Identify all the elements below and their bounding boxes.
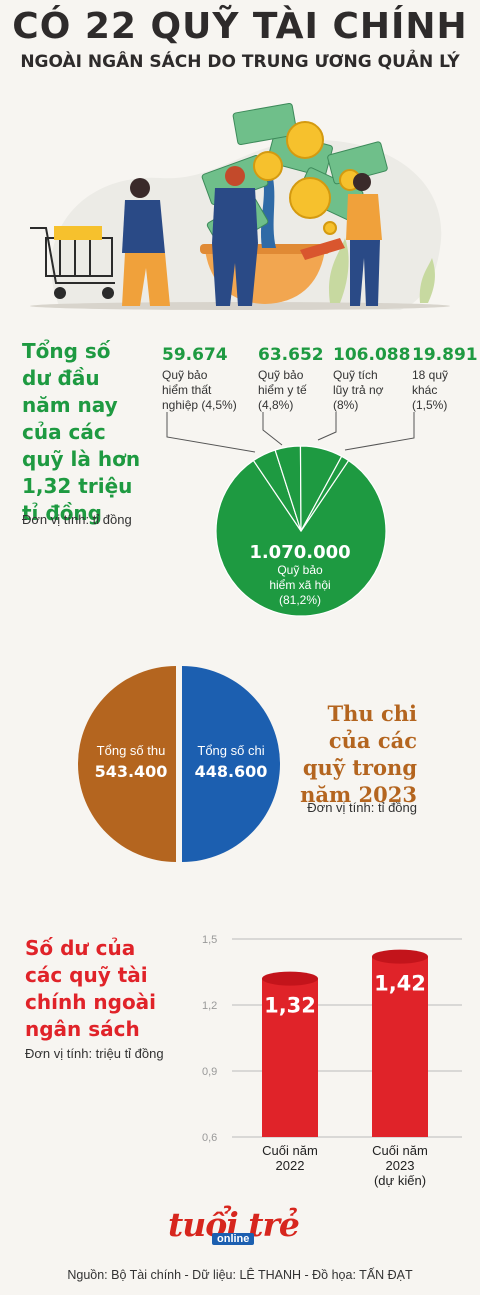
fund-label-line: (1,5%) <box>412 398 448 412</box>
section1-title-line: quỹ là hơn <box>22 447 141 471</box>
section2-title-line: năm 2023 <box>300 782 417 807</box>
fund-label-line: nghiệp (4,5%) <box>162 398 237 412</box>
x-category-label: (dự kiến) <box>374 1173 426 1188</box>
fund-label-line: Quỹ tích <box>333 368 378 382</box>
section3-unit: Đơn vị tính: triệu tỉ đồng <box>25 1046 164 1061</box>
x-category-label: Cuối năm <box>262 1143 318 1158</box>
section1-title-line: Tổng số <box>22 339 111 363</box>
fund-label-line: khác <box>412 383 438 397</box>
section1-title-line: của các <box>22 420 106 444</box>
section2-title-line: quỹ trong <box>302 755 417 780</box>
y-tick-label: 0,6 <box>202 1132 217 1144</box>
section2-title-line: của các <box>328 728 417 753</box>
pie1-slice <box>300 455 350 532</box>
section2-pie-chart <box>78 666 280 862</box>
expense-value: 448.600 <box>194 762 268 781</box>
fund-label-line: hiểm y tế <box>258 383 307 397</box>
x-category-label: Cuối năm <box>372 1143 428 1158</box>
fund-item: 59.674 Quỹ bảo hiểm thất nghiệp (4,5%) <box>162 345 237 413</box>
tuoi-tre-logo: tuổi trẻ online <box>168 1205 312 1251</box>
section3-title: Số dư của các quỹ tài chính ngoài ngân sách <box>25 935 205 1043</box>
fund-item: 106.088 Quỹ tích lũy trả nợ (8%) <box>333 345 410 413</box>
y-tick-label: 0,9 <box>202 1066 217 1078</box>
section3-title-line: ngân sách <box>25 1017 140 1041</box>
fund-label-line: lũy trả nợ <box>333 383 384 397</box>
bar <box>262 978 318 1137</box>
section1-title: Tổng số dư đầu năm nay của các quỹ là hơn 1,3… <box>22 338 182 527</box>
section1-title-line: 1,32 triệu <box>22 474 133 498</box>
fund-label-line: (8%) <box>333 398 359 412</box>
section1-pie-chart <box>215 445 387 617</box>
fund-value: 63.652 <box>258 345 324 365</box>
fund-label-line: Quỹ bảo <box>258 368 304 382</box>
source-credit: Nguồn: Bộ Tài chính - Dữ liệu: LÊ THANH … <box>67 1268 413 1282</box>
income-value: 543.400 <box>94 762 168 781</box>
fund-label-line: Quỹ bảo <box>162 368 208 382</box>
section1-title-line: tỉ đồng <box>22 501 102 525</box>
section2-unit: Đơn vị tính: tỉ đồng <box>307 800 417 815</box>
y-tick-label: 1,2 <box>202 1000 217 1012</box>
pie1-slice <box>215 459 387 617</box>
fund-item: 19.891 18 quỹ khác (1,5%) <box>412 345 478 413</box>
pie2-slice-income <box>78 666 176 862</box>
logo-sub: online <box>212 1233 255 1245</box>
page-subtitle: NGOÀI NGÂN SÁCH DO TRUNG ƯƠNG QUẢN LÝ <box>20 52 460 72</box>
section1-title-line: năm nay <box>22 393 118 417</box>
bar-top <box>262 971 318 986</box>
fund-label-line: hiểm thất <box>162 383 212 397</box>
fund-label: Quỹ bảo hiểm y tế (4,8%) <box>258 368 324 413</box>
bar-value-label: 1,32 <box>264 994 316 1018</box>
section3-title-line: chính ngoài <box>25 990 157 1014</box>
bar <box>372 956 428 1137</box>
pie1-main-label-line: (81,2%) <box>278 593 322 607</box>
section3-title-line: các quỹ tài <box>25 963 148 987</box>
y-tick-label: 1,5 <box>202 934 217 946</box>
x-category-label: 2022 <box>276 1158 305 1173</box>
section1-unit: Đơn vị tính: tỉ đồng <box>22 512 132 527</box>
expense-label: Tổng số chi <box>197 743 265 758</box>
pie1-main-value: 1.070.000 <box>249 542 351 563</box>
fund-value: 106.088 <box>333 345 411 365</box>
illustration-money-tree <box>30 103 450 310</box>
section2-title-line: Thu chi <box>327 701 417 726</box>
section2-title: Thu chi của các quỹ trong năm 2023 <box>292 700 417 808</box>
section1-title-line: dư đầu <box>22 366 100 390</box>
expense-block: Tổng số chi 448.600 <box>188 743 274 781</box>
x-category-label: 2023 <box>386 1158 415 1173</box>
fund-label-line: 18 quỹ <box>412 368 449 382</box>
page-title: CÓ 22 QUỸ TÀI CHÍNH <box>12 6 468 47</box>
fund-label-line: (4,8%) <box>258 398 294 412</box>
pie1-main-label: 1.070.000 Quỹ bảo hiểm xã hội (81,2%) <box>240 542 360 608</box>
income-label: Tổng số thu <box>96 743 166 758</box>
fund-value: 19.891 <box>412 345 478 365</box>
fund-label: 18 quỹ khác (1,5%) <box>412 368 478 413</box>
section3-title-line: Số dư của <box>25 936 136 960</box>
fund-item: 63.652 Quỹ bảo hiểm y tế (4,8%) <box>258 345 324 413</box>
fund-label: Quỹ bảo hiểm thất nghiệp (4,5%) <box>162 368 237 413</box>
pie1-main-label-line: Quỹ bảo <box>277 563 323 577</box>
bar-top <box>372 949 428 964</box>
pie2-slice-expense <box>182 666 280 862</box>
income-block: Tổng số thu 543.400 <box>88 743 174 781</box>
fund-value: 59.674 <box>162 345 228 365</box>
fund-label: Quỹ tích lũy trả nợ (8%) <box>333 368 410 413</box>
pie1-main-label-line: hiểm xã hội <box>269 578 331 592</box>
bar-value-label: 1,42 <box>374 972 426 996</box>
